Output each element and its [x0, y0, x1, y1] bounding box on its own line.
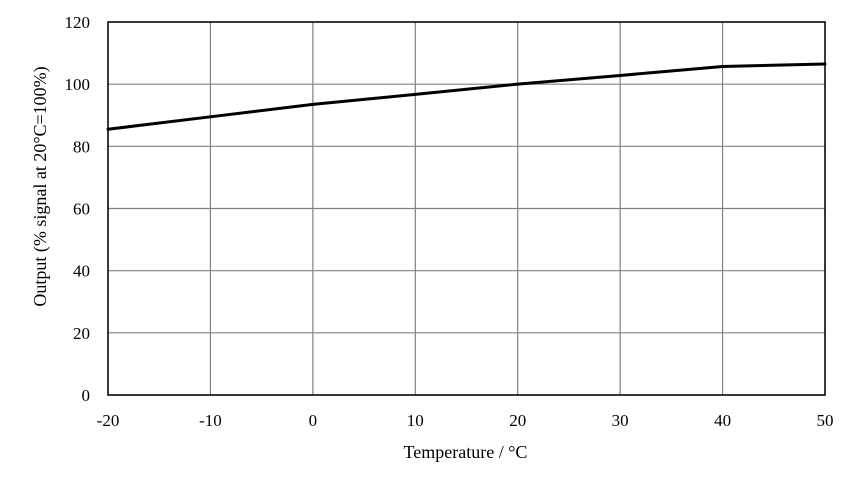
x-tick-label-7: 50: [817, 411, 834, 430]
series-layer: [106, 62, 827, 131]
x-tick-label-3: 10: [407, 411, 424, 430]
y-axis-title: Output (% signal at 20°C=100%): [30, 66, 51, 306]
y-tick-label-6: 120: [65, 13, 91, 32]
x-tick-label-0: -20: [97, 411, 120, 430]
x-axis-title: Temperature / °C: [404, 442, 528, 462]
y-tick-label-3: 60: [73, 200, 90, 219]
x-tick-label-1: -10: [199, 411, 222, 430]
y-tick-label-2: 40: [73, 262, 90, 281]
y-axis-tick-labels: 0 20 40 60 80 100 120: [65, 13, 91, 405]
y-tick-label-4: 80: [73, 137, 90, 156]
grid-lines: [107, 21, 826, 396]
x-tick-label-2: 0: [309, 411, 318, 430]
x-axis-tick-labels: -20 -10 0 10 20 30 40 50: [97, 411, 834, 430]
y-tick-label-5: 100: [65, 75, 91, 94]
x-tick-label-6: 40: [714, 411, 731, 430]
series-line-0: [106, 62, 827, 131]
x-tick-label-4: 20: [509, 411, 526, 430]
y-tick-label-1: 20: [73, 324, 90, 343]
plot-area-frame: [107, 21, 826, 396]
y-tick-label-0: 0: [82, 386, 91, 405]
x-tick-label-5: 30: [612, 411, 629, 430]
